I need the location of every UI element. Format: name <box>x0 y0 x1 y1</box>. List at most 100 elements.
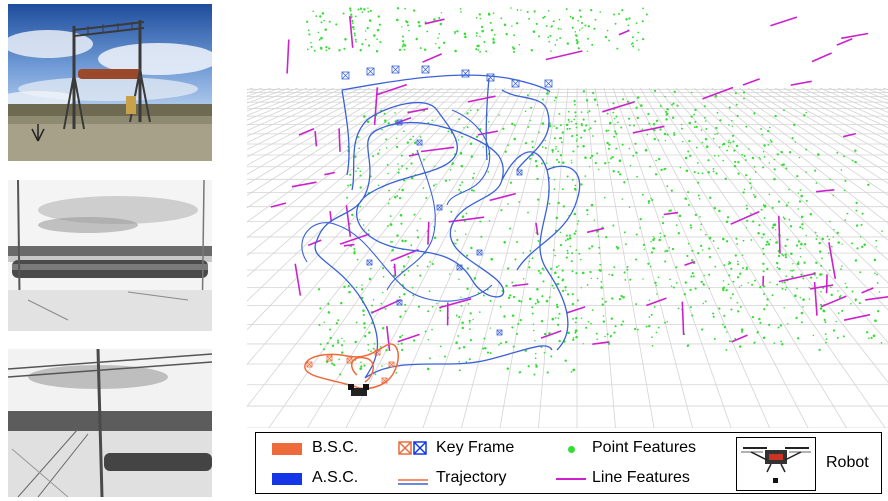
point-feature <box>581 271 585 275</box>
point-feature <box>359 7 363 10</box>
point-feature <box>684 156 688 160</box>
point-feature <box>808 298 811 300</box>
point-feature <box>655 284 658 287</box>
point-feature <box>535 165 538 168</box>
point-feature <box>763 205 767 208</box>
point-feature <box>451 163 454 166</box>
point-feature <box>622 320 625 323</box>
point-feature <box>768 162 771 164</box>
point-feature <box>576 145 579 148</box>
point-feature <box>690 259 694 262</box>
point-feature <box>478 13 481 16</box>
point-feature <box>734 160 737 163</box>
point-feature <box>487 13 491 16</box>
point-feature <box>547 36 550 39</box>
point-feature <box>342 12 345 15</box>
point-feature <box>613 331 616 334</box>
point-feature <box>660 168 663 172</box>
point-feature <box>582 144 585 148</box>
point-feature <box>572 369 575 372</box>
point-feature <box>546 371 549 374</box>
keyframe <box>511 79 520 88</box>
point-feature <box>836 151 839 154</box>
point-feature <box>338 49 341 52</box>
point-feature <box>573 232 576 235</box>
point-feature <box>387 202 390 205</box>
point-feature <box>483 337 486 340</box>
keyframe-box <box>421 65 430 74</box>
point-feature <box>762 233 765 236</box>
point-feature <box>428 290 431 293</box>
line-feature <box>338 128 341 152</box>
point-feature <box>403 48 406 51</box>
point-feature <box>799 296 801 299</box>
point-feature <box>762 336 766 340</box>
point-feature <box>800 215 804 219</box>
point-feature <box>509 181 513 184</box>
point-feature <box>486 351 490 354</box>
point-feature <box>628 124 631 127</box>
keyframe <box>486 73 495 82</box>
point-feature <box>794 294 797 297</box>
point-feature <box>599 263 602 266</box>
point-feature <box>306 48 309 51</box>
point-feature <box>403 44 407 47</box>
point-feature <box>395 137 398 140</box>
point-features <box>306 7 883 376</box>
point-feature <box>678 214 682 218</box>
point-feature <box>512 50 515 53</box>
point-feature <box>664 140 667 142</box>
point-feature <box>809 276 813 279</box>
point-feature <box>688 139 691 143</box>
point-feature <box>815 277 818 279</box>
point-feature <box>568 110 570 113</box>
point-feature <box>489 327 492 329</box>
point-feature <box>758 224 761 227</box>
point-feature <box>355 15 357 18</box>
point-feature <box>589 156 592 159</box>
keyframe-cross <box>456 264 463 271</box>
point-feature <box>828 269 831 272</box>
keyframe-cross <box>381 377 388 384</box>
point-feature <box>768 126 771 129</box>
point-feature <box>725 289 728 292</box>
point-feature <box>670 189 673 192</box>
point-feature <box>642 243 645 246</box>
point-feature <box>396 7 400 10</box>
point-feature <box>608 143 611 146</box>
point-feature <box>401 239 404 243</box>
point-feature <box>580 183 583 186</box>
point-feature <box>328 20 331 23</box>
line-feature <box>810 284 834 290</box>
point-feature <box>759 158 762 160</box>
point-feature <box>635 151 638 154</box>
point-feature <box>558 339 561 343</box>
point-feature <box>766 267 769 271</box>
point-feature <box>656 293 658 295</box>
point-feature <box>492 41 495 44</box>
point-feature <box>461 181 464 184</box>
point-feature <box>596 338 598 341</box>
point-feature <box>626 266 629 268</box>
point-feature <box>604 162 607 165</box>
point-feature <box>792 263 794 265</box>
photo-event-frame-1 <box>8 180 212 331</box>
grid-line <box>247 87 308 112</box>
point-feature <box>540 319 544 323</box>
point-feature <box>842 335 845 338</box>
point-feature <box>364 30 367 32</box>
point-feature <box>606 29 609 32</box>
point-feature <box>533 329 535 332</box>
point-feature <box>659 236 662 239</box>
keyframe <box>366 67 375 76</box>
point-feature <box>684 281 687 284</box>
point-feature <box>577 220 580 222</box>
point-feature <box>427 121 430 124</box>
point-feature <box>461 326 465 330</box>
point-feature <box>407 24 409 27</box>
point-feature <box>565 289 567 291</box>
point-feature <box>423 48 427 51</box>
point-feature <box>571 26 574 29</box>
point-feature <box>636 39 638 42</box>
point-feature <box>657 326 660 329</box>
